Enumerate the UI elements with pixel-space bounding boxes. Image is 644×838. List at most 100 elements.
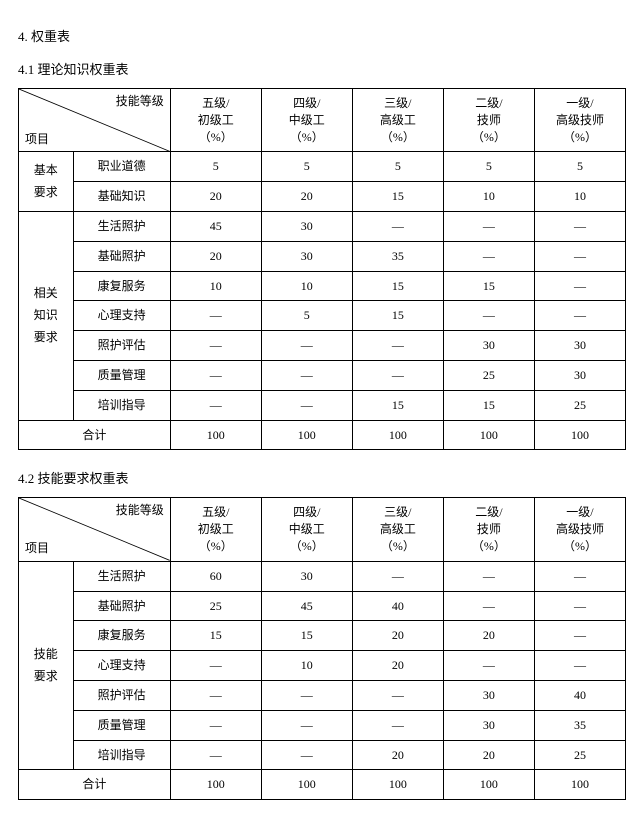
cell-value: — bbox=[261, 390, 352, 420]
cell-value: 40 bbox=[352, 591, 443, 621]
row-name: 基础知识 bbox=[73, 182, 170, 212]
cell-value: 15 bbox=[443, 271, 534, 301]
column-header: 五级/初级工（%） bbox=[170, 89, 261, 152]
cell-value: 30 bbox=[443, 710, 534, 740]
total-value: 100 bbox=[352, 770, 443, 800]
table-row: 康复服务15152020— bbox=[19, 621, 626, 651]
cell-value: — bbox=[352, 561, 443, 591]
cell-value: — bbox=[170, 390, 261, 420]
table-row: 基础照护254540—— bbox=[19, 591, 626, 621]
cell-value: 20 bbox=[352, 740, 443, 770]
cell-value: — bbox=[352, 710, 443, 740]
diag-top-label: 技能等级 bbox=[116, 93, 164, 110]
table-row: 质量管理———2530 bbox=[19, 360, 626, 390]
cell-value: — bbox=[534, 271, 625, 301]
column-header: 五级/初级工（%） bbox=[170, 498, 261, 561]
column-header: 一级/高级技师（%） bbox=[534, 89, 625, 152]
cell-value: 15 bbox=[352, 390, 443, 420]
cell-value: — bbox=[170, 710, 261, 740]
cell-value: 20 bbox=[352, 651, 443, 681]
row-name: 康复服务 bbox=[73, 271, 170, 301]
cell-value: 40 bbox=[534, 680, 625, 710]
cell-value: — bbox=[534, 621, 625, 651]
cell-value: — bbox=[534, 301, 625, 331]
cell-value: 15 bbox=[261, 621, 352, 651]
row-name: 心理支持 bbox=[73, 301, 170, 331]
table-row: 技能要求生活照护6030——— bbox=[19, 561, 626, 591]
cell-value: 30 bbox=[261, 211, 352, 241]
diag-bottom-label: 项目 bbox=[25, 131, 49, 148]
diagonal-header: 技能等级项目 bbox=[19, 498, 171, 561]
column-header: 三级/高级工（%） bbox=[352, 498, 443, 561]
cell-value: — bbox=[534, 561, 625, 591]
row-name: 照护评估 bbox=[73, 680, 170, 710]
column-header: 二级/技师（%） bbox=[443, 498, 534, 561]
cell-value: 45 bbox=[261, 591, 352, 621]
cell-value: 10 bbox=[261, 271, 352, 301]
section-number: 4. bbox=[18, 29, 28, 44]
row-name: 质量管理 bbox=[73, 710, 170, 740]
cell-value: 25 bbox=[443, 360, 534, 390]
total-value: 100 bbox=[534, 770, 625, 800]
weight-table: 技能等级项目五级/初级工（%）四级/中级工（%）三级/高级工（%）二级/技师（%… bbox=[18, 88, 626, 450]
cell-value: 60 bbox=[170, 561, 261, 591]
table-row: 照护评估———3040 bbox=[19, 680, 626, 710]
total-value: 100 bbox=[170, 770, 261, 800]
cell-value: 35 bbox=[534, 710, 625, 740]
row-name: 职业道德 bbox=[73, 152, 170, 182]
table-row: 培训指导——202025 bbox=[19, 740, 626, 770]
cell-value: 10 bbox=[261, 651, 352, 681]
diagonal-header: 技能等级项目 bbox=[19, 89, 171, 152]
diag-top-label: 技能等级 bbox=[116, 502, 164, 519]
cell-value: 5 bbox=[170, 152, 261, 182]
cell-value: — bbox=[352, 211, 443, 241]
column-header: 一级/高级技师（%） bbox=[534, 498, 625, 561]
cell-value: — bbox=[534, 241, 625, 271]
row-name: 培训指导 bbox=[73, 740, 170, 770]
table-row: 基础知识2020151010 bbox=[19, 182, 626, 212]
cell-value: 5 bbox=[261, 301, 352, 331]
cell-value: 20 bbox=[170, 241, 261, 271]
cell-value: — bbox=[170, 680, 261, 710]
section-heading: 4. 权重表 bbox=[18, 26, 626, 45]
group-label: 相关知识要求 bbox=[19, 211, 74, 420]
cell-value: 10 bbox=[534, 182, 625, 212]
table-heading: 4.1 理论知识权重表 bbox=[18, 59, 626, 78]
total-value: 100 bbox=[534, 420, 625, 450]
total-value: 100 bbox=[261, 420, 352, 450]
table-row: 基本要求职业道德55555 bbox=[19, 152, 626, 182]
cell-value: — bbox=[352, 331, 443, 361]
row-name: 生活照护 bbox=[73, 211, 170, 241]
cell-value: 30 bbox=[443, 331, 534, 361]
table-row: 心理支持—515—— bbox=[19, 301, 626, 331]
cell-value: 15 bbox=[352, 182, 443, 212]
row-name: 心理支持 bbox=[73, 651, 170, 681]
cell-value: 15 bbox=[352, 301, 443, 331]
total-value: 100 bbox=[170, 420, 261, 450]
cell-value: — bbox=[170, 740, 261, 770]
cell-value: 10 bbox=[170, 271, 261, 301]
table-row: 基础照护203035—— bbox=[19, 241, 626, 271]
row-name: 基础照护 bbox=[73, 591, 170, 621]
column-header: 四级/中级工（%） bbox=[261, 89, 352, 152]
column-header: 三级/高级工（%） bbox=[352, 89, 443, 152]
column-header: 二级/技师（%） bbox=[443, 89, 534, 152]
total-value: 100 bbox=[443, 770, 534, 800]
cell-value: — bbox=[170, 360, 261, 390]
row-name: 基础照护 bbox=[73, 241, 170, 271]
row-name: 培训指导 bbox=[73, 390, 170, 420]
weight-table: 技能等级项目五级/初级工（%）四级/中级工（%）三级/高级工（%）二级/技师（%… bbox=[18, 497, 626, 800]
cell-value: — bbox=[170, 331, 261, 361]
total-label: 合计 bbox=[19, 420, 171, 450]
cell-value: — bbox=[261, 710, 352, 740]
cell-value: 30 bbox=[534, 360, 625, 390]
cell-value: 5 bbox=[352, 152, 443, 182]
cell-value: — bbox=[352, 360, 443, 390]
row-name: 生活照护 bbox=[73, 561, 170, 591]
total-label: 合计 bbox=[19, 770, 171, 800]
cell-value: 20 bbox=[352, 621, 443, 651]
table-heading: 4.2 技能要求权重表 bbox=[18, 468, 626, 487]
row-name: 康复服务 bbox=[73, 621, 170, 651]
total-value: 100 bbox=[352, 420, 443, 450]
cell-value: 35 bbox=[352, 241, 443, 271]
